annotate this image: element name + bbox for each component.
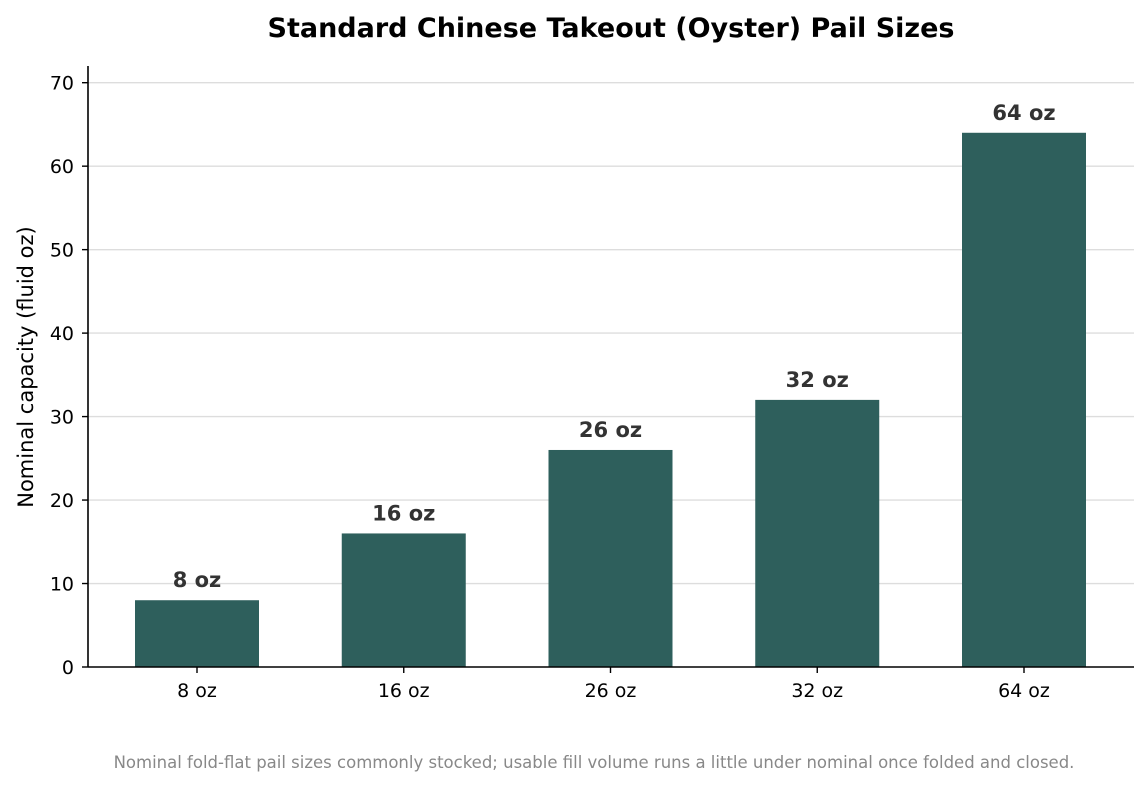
bars bbox=[135, 132, 1086, 667]
y-tick-label: 50 bbox=[50, 240, 74, 262]
data-label: 26 oz bbox=[579, 418, 642, 442]
x-tick-label: 8 oz bbox=[177, 680, 217, 702]
y-tick-label: 10 bbox=[50, 574, 74, 596]
y-tick-label: 0 bbox=[62, 657, 74, 679]
chart-title: Standard Chinese Takeout (Oyster) Pail S… bbox=[268, 13, 955, 44]
bar bbox=[755, 399, 880, 667]
x-tick-label: 32 oz bbox=[791, 680, 843, 702]
y-tick-label: 70 bbox=[50, 73, 74, 95]
y-tick-label: 60 bbox=[50, 156, 74, 178]
data-label: 32 oz bbox=[786, 368, 849, 392]
data-label: 16 oz bbox=[372, 501, 435, 525]
x-tick-label: 26 oz bbox=[585, 680, 637, 702]
y-tick-label: 20 bbox=[50, 490, 74, 512]
x-tick-label: 16 oz bbox=[378, 680, 430, 702]
data-label: 64 oz bbox=[992, 101, 1055, 125]
x-tick-label: 64 oz bbox=[998, 680, 1050, 702]
bar bbox=[341, 533, 466, 667]
y-axis-label: Nominal capacity (fluid oz) bbox=[14, 226, 38, 508]
bar bbox=[548, 449, 673, 667]
gridlines bbox=[88, 81, 1134, 585]
y-tick-label: 40 bbox=[50, 323, 74, 345]
y-tick-label: 30 bbox=[50, 407, 74, 429]
data-labels: 8 oz 16 oz 26 oz 32 oz 64 oz bbox=[173, 101, 1056, 592]
bar bbox=[962, 132, 1086, 667]
bar bbox=[135, 600, 259, 667]
data-label: 8 oz bbox=[173, 568, 222, 592]
x-axis-ticks: 8 oz 16 oz 26 oz 32 oz 64 oz bbox=[177, 667, 1050, 702]
footnote: Nominal fold-flat pail sizes commonly st… bbox=[114, 753, 1075, 772]
y-axis-ticks: 0 10 20 30 40 50 60 70 bbox=[50, 73, 88, 679]
